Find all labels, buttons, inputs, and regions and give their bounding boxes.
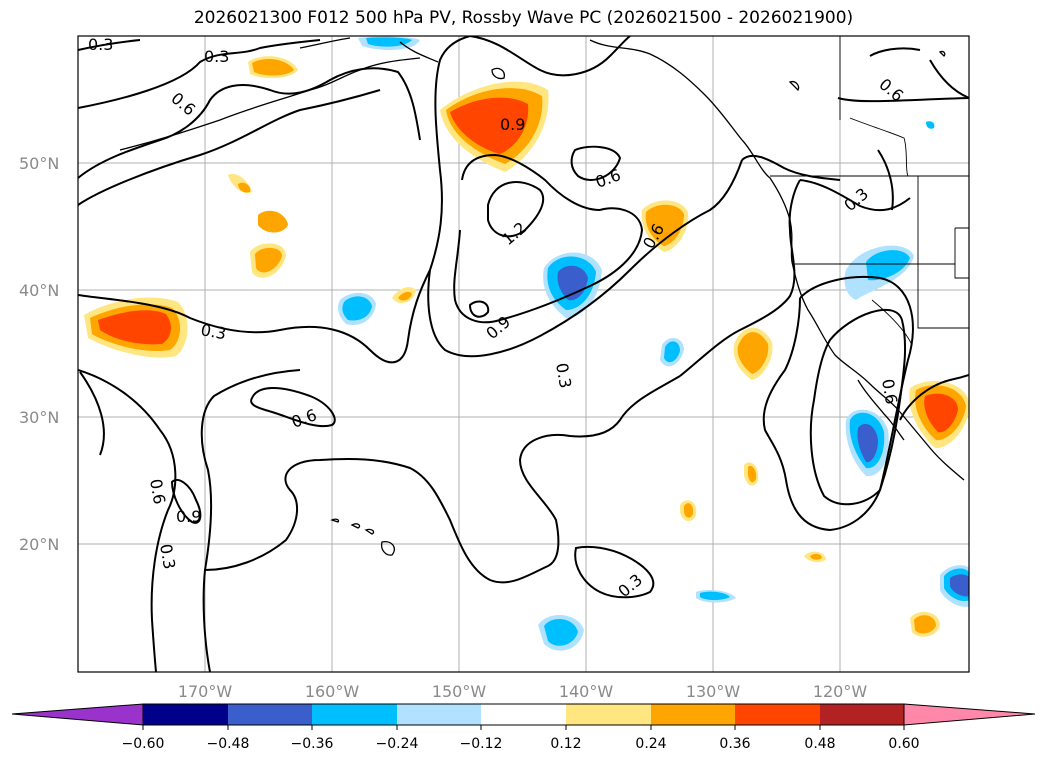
colorbar-tick-label: −0.36 xyxy=(291,736,334,752)
political-borders xyxy=(770,36,969,346)
negative-anomaly xyxy=(557,265,588,301)
negative-anomaly xyxy=(544,619,578,646)
positive-anomaly xyxy=(450,97,529,154)
colorbar-segment xyxy=(735,704,820,725)
colorbar-tick-label: −0.60 xyxy=(122,736,165,752)
negative-anomaly xyxy=(866,250,910,281)
colorbar-segment xyxy=(820,704,904,725)
lon-label-170w: 170°W xyxy=(178,682,233,701)
colorbar-segment xyxy=(312,704,397,725)
map-frame xyxy=(77,35,970,673)
colorbar-extend-min xyxy=(11,703,144,726)
positive-anomaly xyxy=(645,204,684,246)
contour-label: 0.3 xyxy=(199,320,227,343)
positive-anomaly xyxy=(737,332,769,374)
lat-label-50n: 50°N xyxy=(19,154,59,173)
pv-anomaly-fills xyxy=(84,36,969,651)
contour-label: 0.9 xyxy=(500,115,525,134)
colorbar-tick-label: 0.24 xyxy=(635,736,666,752)
colorbar-tick-label: −0.24 xyxy=(376,736,419,752)
colorbar-extend-max xyxy=(903,703,1036,726)
lon-label-140w: 140°W xyxy=(559,682,614,701)
colorbar-tick-label: 0.36 xyxy=(719,736,750,752)
colorbar-tick-label: 0.48 xyxy=(804,736,835,752)
lat-label-40n: 40°N xyxy=(19,281,59,300)
map-title: 2026021300 F012 500 hPa PV, Rossby Wave … xyxy=(193,8,854,28)
contour-label: 0.6 xyxy=(146,477,169,505)
negative-anomaly xyxy=(700,591,730,600)
positive-anomaly xyxy=(98,310,171,345)
contour-label: 0.3 xyxy=(156,542,179,570)
contour-label: 0.6 xyxy=(878,377,901,405)
lon-label-150w: 150°W xyxy=(432,682,487,701)
contour-label: 0.3 xyxy=(552,361,575,389)
longitude-labels: 170°W 160°W 150°W 140°W 130°W 120°W xyxy=(178,682,868,701)
positive-anomaly xyxy=(684,503,694,518)
negative-anomaly xyxy=(664,341,680,363)
positive-anomaly xyxy=(258,210,288,233)
lon-label-160w: 160°W xyxy=(305,682,360,701)
positive-anomaly xyxy=(914,615,936,634)
lon-label-120w: 120°W xyxy=(813,682,868,701)
pv-contours xyxy=(78,36,969,672)
positive-anomaly xyxy=(255,247,282,273)
negative-anomaly xyxy=(342,296,372,321)
graticule xyxy=(78,36,969,672)
colorbar: −0.60 −0.48 −0.36 −0.24 −0.12 0.12 0.24 … xyxy=(11,703,1036,752)
positive-anomaly xyxy=(810,553,822,560)
negative-anomaly xyxy=(950,574,969,597)
contour-label: 0.9 xyxy=(176,507,201,526)
colorbar-tick-label: 0.12 xyxy=(550,736,581,752)
negative-anomaly xyxy=(857,424,878,463)
colorbar-tick-label: −0.12 xyxy=(460,736,503,752)
colorbar-segment xyxy=(566,704,651,725)
colorbar-segment xyxy=(651,704,735,725)
colorbar-tick-label: 0.60 xyxy=(888,736,919,752)
lat-label-30n: 30°N xyxy=(19,408,59,427)
negative-anomaly xyxy=(366,37,412,47)
colorbar-segment xyxy=(397,704,481,725)
positive-anomaly xyxy=(748,465,757,483)
positive-anomaly xyxy=(398,291,412,301)
lon-label-130w: 130°W xyxy=(686,682,741,701)
colorbar-segment xyxy=(228,704,312,725)
positive-anomaly xyxy=(924,393,958,433)
latitude-labels: 20°N 30°N 40°N 50°N xyxy=(19,154,59,554)
contour-label: 0.3 xyxy=(204,47,229,66)
contour-label: 0.3 xyxy=(88,35,113,54)
colorbar-tick-label: −0.48 xyxy=(207,736,250,752)
negative-anomaly xyxy=(926,121,935,129)
colorbar-segment xyxy=(143,704,228,725)
colorbar-segment xyxy=(481,704,566,725)
lat-label-20n: 20°N xyxy=(19,535,59,554)
positive-anomaly xyxy=(252,58,294,76)
positive-anomaly xyxy=(238,182,251,193)
